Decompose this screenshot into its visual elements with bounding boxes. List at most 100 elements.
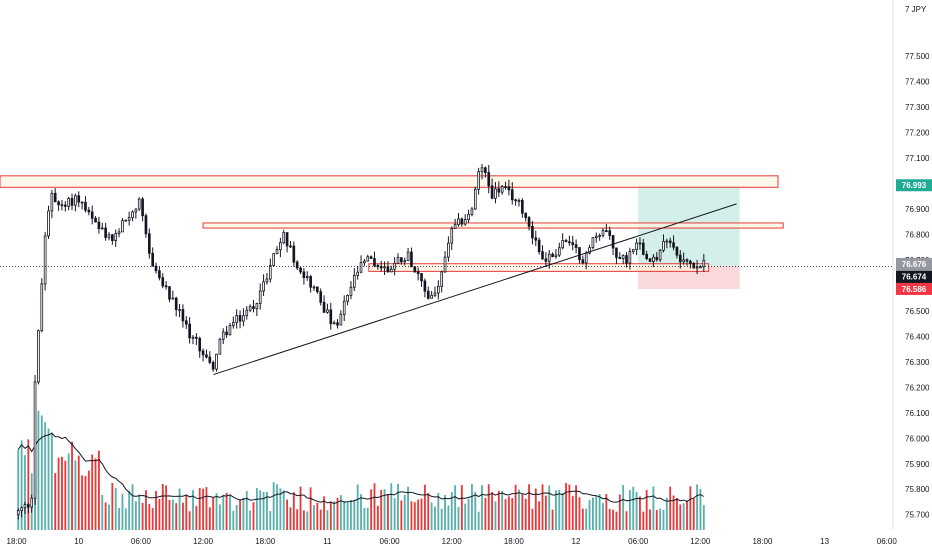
candle-body <box>433 292 437 296</box>
candle-body <box>453 224 457 229</box>
volume-bar <box>242 497 245 530</box>
candle-body <box>144 215 148 235</box>
candle-body <box>625 255 628 264</box>
volume-bar <box>134 501 137 530</box>
time-tick-label: 18:00 <box>7 537 28 546</box>
resistance-zone[interactable] <box>368 263 710 272</box>
volume-bar <box>561 492 564 530</box>
volume-bar <box>259 490 262 530</box>
volume-bar <box>205 487 208 530</box>
candle-body <box>665 240 669 243</box>
time-tick-label: 06:00 <box>877 537 898 546</box>
candle-body <box>225 331 228 336</box>
candle-body <box>514 199 517 202</box>
candle-body <box>285 232 289 247</box>
candle-body <box>349 286 353 296</box>
candle-body <box>238 315 242 322</box>
candle-body <box>386 266 390 273</box>
volume-bar <box>114 487 117 530</box>
candle-body <box>675 246 679 256</box>
resistance-zone[interactable] <box>202 222 784 229</box>
volume-bar <box>484 497 487 530</box>
volume-bar <box>215 493 218 530</box>
candle-body <box>198 337 202 352</box>
volume-bar <box>487 484 490 530</box>
candle-body <box>450 228 454 244</box>
candle-body <box>440 271 444 287</box>
price-tick-label: 76.400 <box>905 332 930 341</box>
candle-body <box>588 247 591 254</box>
volume-bar <box>47 428 50 530</box>
candle-body <box>618 257 622 260</box>
candle-body <box>568 241 571 244</box>
volume-bar <box>474 491 477 530</box>
volume-bar <box>64 460 67 530</box>
volume-bar <box>141 502 144 530</box>
volume-bar <box>571 496 574 530</box>
resistance-zone[interactable] <box>0 175 779 188</box>
candle-body <box>289 245 292 248</box>
candle-body <box>406 251 410 262</box>
candle-body <box>598 235 601 237</box>
candle-body <box>184 320 188 325</box>
volume-bar <box>61 456 63 530</box>
volume-bar <box>276 484 278 530</box>
candle-body <box>426 290 430 299</box>
candle-body <box>668 240 672 244</box>
candle-body <box>366 256 370 262</box>
volume-bar <box>299 486 302 530</box>
candle-body <box>608 230 612 236</box>
candle-body <box>641 242 645 255</box>
candle-body <box>94 217 97 223</box>
volume-bar <box>649 509 651 530</box>
candle-body <box>578 247 581 261</box>
volume-bar <box>514 484 517 530</box>
volume-bar <box>407 486 410 530</box>
time-tick-label: 06:00 <box>628 537 649 546</box>
volume-bar <box>702 505 705 530</box>
volume-bar <box>296 509 299 530</box>
volume-bar <box>252 502 255 530</box>
volume-bar <box>111 482 114 530</box>
candle-body <box>164 285 168 288</box>
horizontal-zones[interactable] <box>0 175 784 272</box>
candle-body <box>191 336 195 339</box>
candle-body <box>507 186 511 191</box>
volume-bar <box>665 497 668 530</box>
volume-bar <box>121 493 124 530</box>
volume-bar <box>24 455 26 530</box>
volume-bar <box>225 492 228 530</box>
volume-bar <box>269 511 272 530</box>
candle-body <box>63 204 67 207</box>
candle-body <box>252 306 255 309</box>
trendline[interactable] <box>213 203 737 376</box>
candle-body <box>23 504 27 509</box>
volume-bar <box>477 511 480 530</box>
volume-bar <box>541 484 544 530</box>
volume-bar <box>565 482 567 530</box>
candle-body <box>114 233 118 242</box>
candle-body <box>376 265 380 267</box>
volume-bar <box>356 484 359 530</box>
drawing-overlays[interactable] <box>0 203 893 376</box>
candle-body <box>443 256 447 273</box>
candle-body <box>178 309 181 311</box>
candle-body <box>547 253 551 262</box>
volume-bar <box>524 498 527 530</box>
time-tick-label: 13 <box>820 537 829 546</box>
volume-bar <box>531 508 534 530</box>
long-position-tool[interactable] <box>638 185 740 289</box>
candle-body <box>473 188 477 210</box>
candle-body <box>40 283 44 332</box>
current-price-tag-bg <box>896 270 932 283</box>
volume-bar <box>81 475 84 530</box>
candle-body <box>638 242 642 245</box>
volume-bar <box>413 502 416 530</box>
time-axis[interactable]: 18:00 10 06:00 12:00 18:00 11 06:00 12:00 18:00 1… <box>7 537 898 546</box>
volume-bar <box>339 495 342 530</box>
candle-body <box>477 171 480 190</box>
candle-body <box>574 244 578 248</box>
candle-body <box>158 270 161 279</box>
candle-body <box>413 266 417 273</box>
